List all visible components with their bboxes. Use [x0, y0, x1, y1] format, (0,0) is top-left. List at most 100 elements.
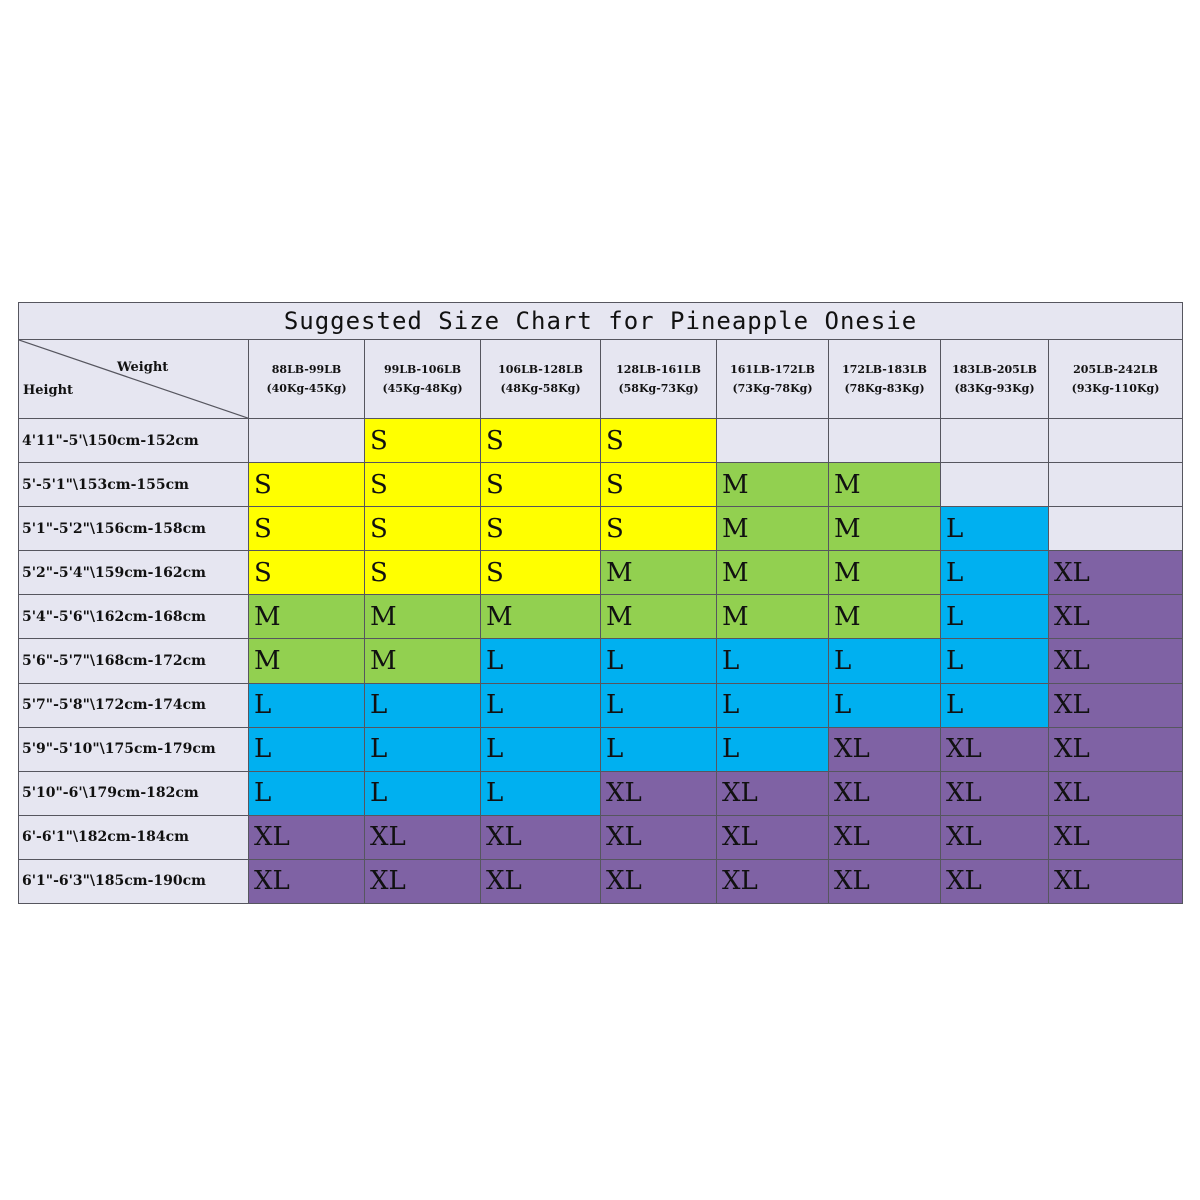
size-cell: M [828, 462, 941, 508]
weight-lb-range: 172LB-183LB [842, 363, 927, 377]
diagonal-divider [19, 340, 248, 418]
size-cell: S [248, 506, 365, 552]
size-cell: XL [828, 770, 941, 816]
weight-lb-range: 183LB-205LB [952, 363, 1037, 377]
height-axis-label: Height [23, 383, 74, 399]
size-cell: L [600, 682, 717, 728]
weight-lb-range: 128LB-161LB [616, 363, 701, 377]
weight-column-header: 172LB-183LB (78Kg-83Kg) [828, 339, 941, 420]
size-cell: XL [828, 858, 941, 905]
size-cell: S [480, 462, 601, 508]
size-cell: S [480, 418, 601, 464]
size-cell: XL [940, 726, 1049, 772]
weight-column-header: 161LB-172LB (73Kg-78Kg) [716, 339, 829, 420]
height-range-cell: 5'9"-5'10"\175cm-179cm [18, 726, 249, 772]
size-cell: XL [1047, 726, 1184, 772]
height-range-cell: 4'11"-5'\150cm-152cm [18, 418, 249, 464]
table-row: 6'1"-6'3"\185cm-190cm XL XL XL XL XL XL XL XL [18, 858, 1184, 905]
size-cell: L [364, 770, 481, 816]
size-cell: M [828, 594, 941, 640]
weight-lb-range: 161LB-172LB [730, 363, 815, 377]
size-cell: L [364, 682, 481, 728]
size-cell: M [480, 594, 601, 640]
size-cell [1047, 462, 1184, 508]
size-cell [828, 418, 941, 464]
weight-lb-range: 88LB-99LB [271, 363, 342, 377]
size-cell: L [940, 506, 1049, 552]
weight-kg-range: (73Kg-78Kg) [732, 382, 813, 396]
size-chart-table: Suggested Size Chart for Pineapple Onesi… [17, 301, 1184, 905]
weight-column-header: 128LB-161LB (58Kg-73Kg) [600, 339, 717, 420]
size-cell: XL [600, 814, 717, 860]
corner-header-cell: Weight Height [18, 339, 249, 420]
weight-lb-range: 205LB-242LB [1073, 363, 1158, 377]
size-cell: L [716, 638, 829, 684]
size-cell: XL [940, 814, 1049, 860]
table-row: 5'2"-5'4"\159cm-162cm S S S M M M L XL [18, 550, 1184, 596]
weight-kg-range: (58Kg-73Kg) [618, 382, 699, 396]
size-cell: XL [716, 770, 829, 816]
size-cell: M [716, 594, 829, 640]
size-cell: XL [364, 814, 481, 860]
table-row: 6'-6'1"\182cm-184cm XL XL XL XL XL XL XL XL [18, 814, 1184, 860]
size-cell: M [600, 594, 717, 640]
weight-kg-range: (48Kg-58Kg) [500, 382, 581, 396]
size-cell: XL [600, 858, 717, 905]
size-cell: XL [480, 858, 601, 905]
size-cell: M [716, 550, 829, 596]
size-cell: M [248, 638, 365, 684]
weight-kg-range: (93Kg-110Kg) [1071, 382, 1160, 396]
size-cell: L [364, 726, 481, 772]
size-cell: M [364, 594, 481, 640]
table-row: 5'9"-5'10"\175cm-179cm L L L L L XL XL XL [18, 726, 1184, 772]
size-cell: S [480, 550, 601, 596]
height-range-cell: 5'7"-5'8"\172cm-174cm [18, 682, 249, 728]
size-cell: XL [1047, 594, 1184, 640]
size-cell [1047, 506, 1184, 552]
table-row: 5'7"-5'8"\172cm-174cm L L L L L L L XL [18, 682, 1184, 728]
size-cell: S [600, 418, 717, 464]
height-range-cell: 5'1"-5'2"\156cm-158cm [18, 506, 249, 552]
table-row: 5'10"-6'\179cm-182cm L L L XL XL XL XL XL [18, 770, 1184, 816]
size-cell: L [248, 682, 365, 728]
height-range-cell: 6'-6'1"\182cm-184cm [18, 814, 249, 860]
size-cell: XL [716, 858, 829, 905]
height-range-cell: 6'1"-6'3"\185cm-190cm [18, 858, 249, 905]
weight-kg-range: (83Kg-93Kg) [954, 382, 1035, 396]
weight-lb-range: 99LB-106LB [383, 363, 462, 377]
size-cell: XL [1047, 638, 1184, 684]
size-cell: L [940, 594, 1049, 640]
size-cell: L [600, 726, 717, 772]
size-cell: M [600, 550, 717, 596]
weight-kg-range: (45Kg-48Kg) [382, 382, 463, 396]
table-row: 5'4"-5'6"\162cm-168cm M M M M M M L XL [18, 594, 1184, 640]
size-cell [248, 418, 365, 464]
weight-column-header: 106LB-128LB (48Kg-58Kg) [480, 339, 601, 420]
size-cell [940, 462, 1049, 508]
weight-column-header: 99LB-106LB (45Kg-48Kg) [364, 339, 481, 420]
weight-axis-label: Weight [117, 360, 169, 376]
size-cell: L [716, 726, 829, 772]
size-cell: XL [940, 770, 1049, 816]
weight-column-header: 88LB-99LB (40Kg-45Kg) [248, 339, 365, 420]
size-cell: L [940, 682, 1049, 728]
table-row: 5'-5'1"\153cm-155cm S S S S M M [18, 462, 1184, 508]
weight-lb-range: 106LB-128LB [498, 363, 583, 377]
height-range-cell: 5'6"-5'7"\168cm-172cm [18, 638, 249, 684]
size-cell: L [248, 726, 365, 772]
size-cell [716, 418, 829, 464]
size-cell: M [248, 594, 365, 640]
size-cell: S [364, 506, 481, 552]
height-range-cell: 5'4"-5'6"\162cm-168cm [18, 594, 249, 640]
size-cell: L [600, 638, 717, 684]
size-cell: XL [248, 814, 365, 860]
size-cell: M [828, 506, 941, 552]
table-row: 4'11"-5'\150cm-152cm S S S [18, 418, 1184, 464]
size-cell: XL [940, 858, 1049, 905]
size-cell: S [248, 550, 365, 596]
size-cell: M [716, 462, 829, 508]
size-cell: M [716, 506, 829, 552]
size-cell: L [480, 638, 601, 684]
size-cell: S [480, 506, 601, 552]
weight-kg-range: (40Kg-45Kg) [266, 382, 347, 396]
